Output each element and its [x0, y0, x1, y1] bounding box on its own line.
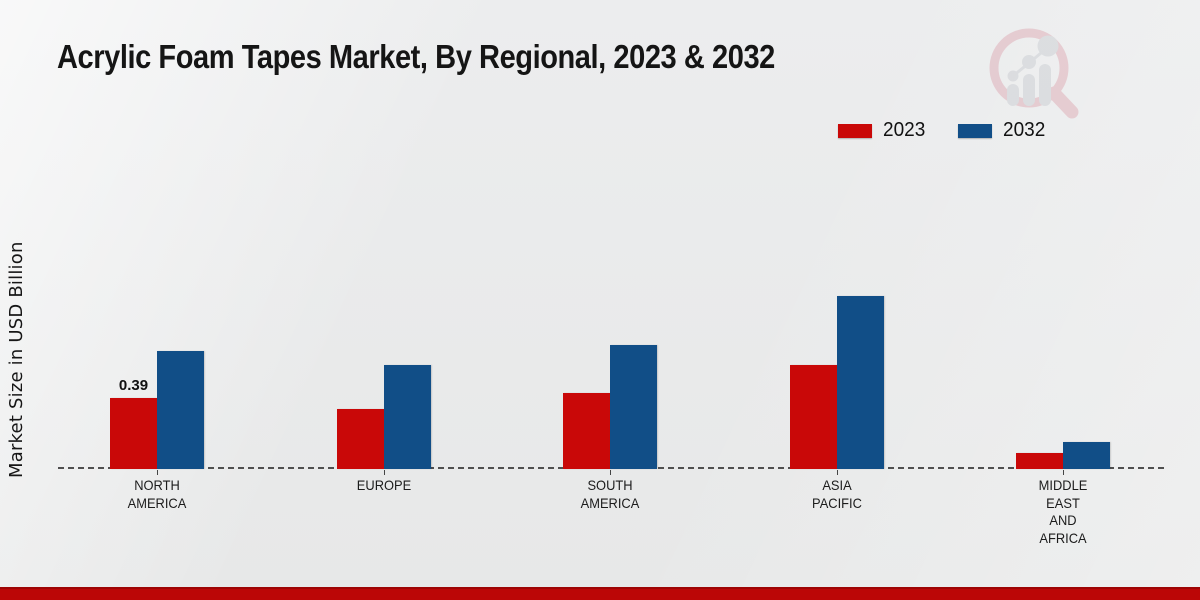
footer-accent-stripe: [0, 587, 1200, 600]
legend-swatch-2023: [838, 123, 872, 138]
x-axis-label-line: AMERICA: [127, 494, 187, 511]
bar-2032-middle-east-and-africa: [1063, 442, 1110, 469]
x-axis-label-line: PACIFIC: [811, 494, 862, 511]
x-axis-label-line: SOUTH: [587, 477, 633, 493]
x-axis-label-line: NORTH: [134, 477, 180, 493]
bar-value-label-2023-north-america: 0.39: [118, 377, 149, 394]
x-axis-label-south-america: SOUTH AMERICA: [545, 477, 675, 512]
magnifier-bar-chart-logo: [983, 26, 1083, 129]
bar-2032-south-america: [610, 345, 657, 469]
x-axis-tick-south-america: [610, 470, 611, 475]
bar-2032-europe: [383, 365, 431, 469]
legend-label: 2032: [1002, 119, 1045, 141]
x-axis-tick-middle-east-and-africa: [1063, 470, 1064, 475]
legend-item-2032: 2032: [957, 119, 1048, 142]
x-axis-tick-europe: [383, 470, 385, 475]
x-axis-tick-asia-pacific: [836, 470, 838, 475]
legend-item-2023: 2023: [838, 119, 928, 142]
bar-2023-south-america: [563, 393, 610, 469]
legend-label: 2023: [883, 119, 926, 141]
x-axis-label-north-america: NORTH AMERICA: [92, 477, 222, 512]
x-axis-label-line: AMERICA: [580, 494, 640, 511]
bar-2023-europe: [336, 409, 384, 469]
x-axis-label-line: EUROPE: [356, 477, 411, 493]
x-axis-label-line: ASIA: [821, 477, 852, 493]
bar-2023-middle-east-and-africa: [1016, 453, 1063, 469]
chart-legend: 2023 2032: [838, 119, 1047, 142]
x-axis-label-line: EAST: [1046, 494, 1080, 511]
legend-swatch-2032: [957, 123, 992, 138]
x-axis-label-line: MIDDLE: [1038, 477, 1088, 493]
bar-2032-north-america: [157, 351, 204, 469]
bar-2023-asia-pacific: [789, 365, 837, 469]
x-axis-label-line: AND: [1049, 512, 1077, 528]
bar-2032-asia-pacific: [836, 296, 884, 469]
x-axis-label-europe: EUROPE: [319, 477, 449, 495]
x-axis-label-asia-pacific: ASIA PACIFIC: [772, 477, 902, 512]
x-axis-tick-north-america: [157, 470, 158, 475]
bar-2023-north-america: [110, 398, 157, 469]
x-axis-label-line: AFRICA: [1039, 529, 1087, 546]
chart-title: Acrylic Foam Tapes Market, By Regional, …: [57, 38, 775, 75]
x-axis-label-middle-east-and-africa: MIDDLE EAST AND AFRICA: [998, 477, 1128, 547]
